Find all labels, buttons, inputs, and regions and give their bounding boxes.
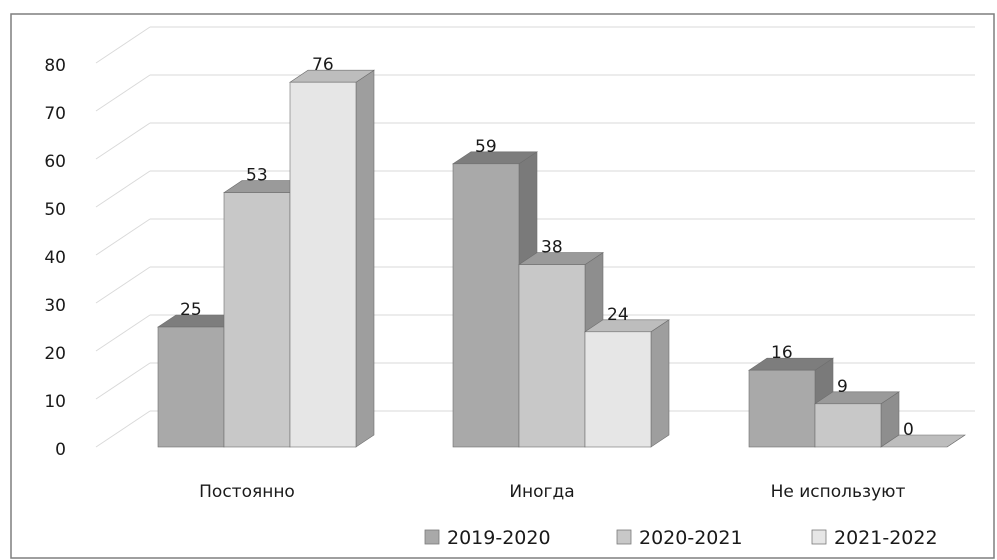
category-label-2: Не используют <box>771 482 906 502</box>
legend-swatch-1 <box>616 529 632 545</box>
legend-label-0: 2019-2020 <box>447 527 551 549</box>
bar-front-2-1 <box>814 403 882 448</box>
data-label-0-2: 76 <box>312 55 334 75</box>
bar-front-0-1 <box>223 192 291 448</box>
category-label-0: Постоянно <box>199 482 295 502</box>
bar-1-2 <box>584 319 670 448</box>
bar-2-1 <box>814 391 900 448</box>
y-tick-label-7: 70 <box>44 104 66 124</box>
y-tick-label-0: 0 <box>55 440 66 460</box>
bar-front-1-0 <box>452 163 520 448</box>
gridline-diagonal-7 <box>95 74 151 112</box>
bars <box>157 69 966 448</box>
legend: 2019-2020 2020-2021 2021-2022 <box>424 527 938 549</box>
data-label-1-2: 24 <box>607 305 629 325</box>
bar-front-0-0 <box>157 326 225 448</box>
data-label-2-2: 0 <box>903 420 914 440</box>
y-tick-label-2: 20 <box>44 344 66 364</box>
gridline-diagonal-4 <box>95 218 151 256</box>
y-tick-label-1: 10 <box>44 392 66 412</box>
legend-label-2: 2021-2022 <box>834 527 938 549</box>
data-labels: 25 53 76 59 38 24 16 9 0 <box>180 55 914 440</box>
bar-front-1-1 <box>518 264 586 448</box>
data-label-0-1: 53 <box>246 166 268 186</box>
gridline-diagonal-8 <box>95 26 151 64</box>
bar-front-2-0 <box>748 369 816 448</box>
gridline-diagonal-0 <box>95 410 151 448</box>
bar-2-2 <box>880 434 966 448</box>
data-label-2-0: 16 <box>771 343 793 363</box>
legend-label-1: 2020-2021 <box>639 527 743 549</box>
data-label-1-0: 59 <box>475 137 497 157</box>
bar-top-2-2 <box>880 434 966 448</box>
gridline-diagonal-6 <box>95 122 151 160</box>
bar-0-2 <box>289 69 375 448</box>
y-tick-label-3: 30 <box>44 296 66 316</box>
gridline-diagonal-1 <box>95 362 151 400</box>
bar-front-0-2 <box>289 81 357 448</box>
bar-side-1-2 <box>650 319 670 448</box>
y-axis-tick-labels: 0 10 20 30 40 50 60 70 80 <box>44 56 66 460</box>
data-label-1-1: 38 <box>541 238 563 258</box>
legend-swatch-2 <box>811 529 827 545</box>
y-tick-label-6: 60 <box>44 152 66 172</box>
data-label-2-1: 9 <box>837 377 848 397</box>
bar-side-0-2 <box>355 69 375 448</box>
data-label-0-0: 25 <box>180 300 202 320</box>
gridline-diagonal-3 <box>95 266 151 304</box>
bar-front-1-2 <box>584 331 652 448</box>
legend-swatch-0 <box>424 529 440 545</box>
y-tick-label-5: 50 <box>44 200 66 220</box>
y-tick-label-8: 80 <box>44 56 66 76</box>
category-label-1: Иногда <box>509 482 574 502</box>
x-axis-category-labels: Постоянно Иногда Не используют <box>199 482 905 502</box>
y-tick-label-4: 40 <box>44 248 66 268</box>
gridline-diagonal-5 <box>95 170 151 208</box>
gridline-diagonal-2 <box>95 314 151 352</box>
